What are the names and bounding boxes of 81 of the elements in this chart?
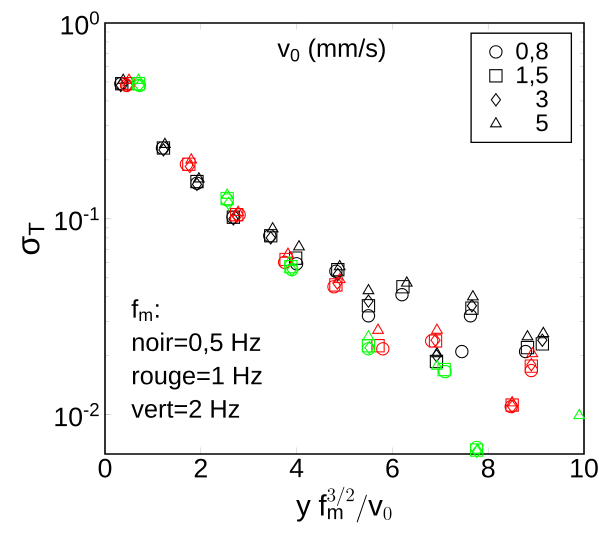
x-axis-title: $\mathrm{y}\;\mathrm{f}_{\mathrm{m}}^{3/2}/\mathrm{v}_{0}$ (296, 486, 392, 522)
point (278, 256, 292, 269)
point (520, 340, 534, 354)
point (185, 153, 198, 164)
point (132, 74, 144, 84)
point (364, 340, 375, 354)
point (537, 334, 548, 347)
point (117, 74, 130, 84)
point (537, 326, 550, 338)
y-tick-label: 10$^{-2}$ (55, 403, 99, 426)
x-tick-label: 6 (386, 458, 399, 478)
x-tick-label: 8 (482, 458, 494, 478)
point (123, 74, 135, 84)
point (371, 339, 385, 352)
point (363, 294, 374, 308)
point (334, 260, 346, 270)
point (536, 337, 549, 351)
point (279, 252, 293, 266)
annotation: f$_{m}$: (132, 299, 158, 322)
point (431, 359, 443, 370)
point (223, 196, 234, 210)
point (518, 344, 532, 358)
annotation: noir=0,5 Hz (132, 332, 260, 354)
point (232, 206, 244, 216)
point (522, 330, 534, 340)
point (455, 344, 469, 358)
point (466, 299, 478, 312)
point (362, 342, 376, 356)
legend-label: 0,8 (516, 42, 548, 62)
point (465, 301, 479, 315)
point (362, 299, 376, 312)
point (184, 160, 195, 174)
legend-label: 3 (536, 90, 548, 108)
point (431, 324, 443, 334)
point (526, 346, 538, 358)
point (470, 440, 484, 454)
legend-label: 1,5 (517, 66, 548, 86)
point (376, 342, 390, 356)
point (395, 288, 409, 302)
point (284, 260, 298, 274)
legend-label: 5 (536, 114, 548, 132)
annotation: rouge=1 Hz (132, 366, 262, 390)
x-tick-label: 4 (290, 458, 304, 478)
point (372, 324, 384, 334)
point (467, 290, 479, 300)
point (293, 240, 305, 250)
point (332, 268, 343, 282)
point (159, 138, 171, 148)
x-tick-label: 2 (194, 458, 207, 478)
y-axis-title: σ$_{T}$ (22, 222, 44, 254)
point (332, 276, 342, 290)
point (180, 158, 194, 171)
point (362, 330, 374, 340)
point (266, 222, 278, 232)
point (573, 408, 586, 420)
legend-title: v$_{0}$ (mm/s) (277, 38, 385, 62)
point (362, 284, 374, 294)
point (282, 248, 294, 258)
point (396, 280, 410, 294)
x-tick-label: 0 (98, 458, 112, 478)
point (290, 257, 304, 270)
point (400, 276, 413, 287)
y-tick-label: 10$^{0}$ (62, 11, 99, 35)
point (431, 349, 442, 362)
x-tick-label: 10 (571, 458, 598, 478)
point (362, 309, 376, 322)
point (221, 188, 233, 199)
point (425, 334, 438, 348)
annotation: vert=2 Hz (131, 400, 240, 418)
point (362, 339, 376, 352)
point (193, 172, 205, 182)
point (464, 309, 478, 322)
point (232, 208, 246, 222)
point (288, 251, 302, 265)
point (284, 256, 296, 266)
y-tick-label: 10$^{-1}$ (55, 207, 99, 230)
point (334, 272, 346, 284)
point (524, 364, 538, 378)
point (506, 396, 518, 406)
point (182, 158, 196, 171)
point (430, 354, 444, 368)
